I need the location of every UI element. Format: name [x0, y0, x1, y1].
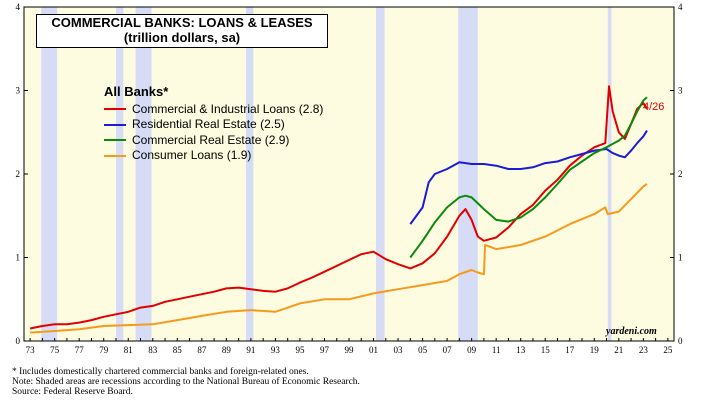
brand-watermark: yardeni.com — [606, 326, 657, 337]
x-tick-label: 73 — [26, 345, 36, 355]
x-tick-label: 17 — [565, 345, 575, 355]
legend-swatch — [104, 154, 126, 157]
y-tick-label: 4 — [16, 2, 21, 12]
x-tick-label: 75 — [50, 345, 60, 355]
series-line — [409, 130, 648, 225]
x-tick-label: 19 — [590, 345, 600, 355]
y-tick-label: 2 — [16, 169, 21, 179]
chart-subtitle: (trillion dollars, sa) — [123, 30, 241, 45]
x-tick-label: 01 — [369, 345, 378, 355]
x-tick-label: 87 — [197, 345, 207, 355]
footnote-line: Note: Shaded areas are recessions accord… — [12, 377, 360, 387]
legend-item-ci: Commercial & Industrial Loans (2.8) — [104, 102, 323, 118]
x-axis: 73 75 77 79 81 83 85 87 89 91 93 95 97 99 01 03 05 07 09 11… — [26, 338, 673, 355]
x-tick-label: 85 — [173, 345, 183, 355]
x-tick-label: 99 — [345, 345, 355, 355]
x-tick-label: 13 — [516, 345, 526, 355]
x-tick-label: 23 — [639, 345, 649, 355]
recession-band — [607, 7, 612, 341]
x-tick-label: 89 — [222, 345, 232, 355]
recession-band — [41, 7, 58, 341]
y-tick-label: 2 — [678, 169, 683, 179]
date-annotation: 4/26 — [643, 101, 665, 113]
footnote-line: Source: Federal Reserve Board. — [12, 387, 133, 397]
recession-band — [245, 7, 254, 341]
recession-bands — [41, 7, 612, 341]
x-tick-label: 77 — [75, 345, 85, 355]
x-tick-label: 07 — [443, 345, 453, 355]
x-tick-label: 25 — [663, 345, 673, 355]
legend-item-residential: Residential Real Estate (2.5) — [104, 117, 323, 133]
x-tick-label: 11 — [492, 345, 501, 355]
legend: All Banks* Commercial & Industrial Loans… — [104, 84, 323, 164]
x-tick-label: 91 — [246, 345, 255, 355]
x-tick-label: 09 — [467, 345, 477, 355]
recession-band — [115, 7, 124, 341]
recession-band — [135, 7, 152, 341]
x-tick-label: 03 — [394, 345, 404, 355]
legend-item-consumer: Consumer Loans (1.9) — [104, 148, 323, 164]
x-tick-label: 97 — [320, 345, 330, 355]
x-tick-label: 21 — [614, 345, 623, 355]
legend-item-commercial-re: Commercial Real Estate (2.9) — [104, 133, 323, 149]
y-tick-label: 0 — [678, 336, 683, 346]
legend-swatch — [104, 139, 126, 142]
legend-label: Commercial Real Estate (2.9) — [132, 132, 290, 147]
x-tick-label: 81 — [124, 345, 133, 355]
recession-band — [375, 7, 385, 341]
legend-header: All Banks* — [104, 84, 169, 99]
y-tick-label: 1 — [678, 253, 683, 263]
legend-label: Commercial & Industrial Loans (2.8) — [132, 101, 324, 116]
title-box: COMMERCIAL BANKS: LOANS & LEASES (trilli… — [36, 14, 328, 48]
legend-swatch — [104, 108, 126, 111]
series-line — [409, 96, 648, 259]
x-tick-label: 95 — [295, 345, 305, 355]
y-tick-label: 4 — [678, 2, 683, 12]
legend-swatch — [104, 123, 126, 126]
y-tick-label: 3 — [16, 86, 21, 96]
x-tick-label: 93 — [271, 345, 281, 355]
recession-band — [458, 7, 478, 341]
footnote-line: * Includes domestically chartered commer… — [12, 367, 309, 377]
legend-label: Residential Real Estate (2.5) — [132, 117, 285, 131]
x-tick-label: 79 — [99, 345, 109, 355]
footnotes: * Includes domestically chartered commer… — [12, 367, 360, 397]
y-tick-label: 0 — [16, 336, 21, 346]
x-tick-label: 83 — [148, 345, 158, 355]
series-lines — [29, 85, 648, 334]
series-line — [30, 183, 648, 334]
y-tick-label: 1 — [16, 253, 21, 263]
y-tick-label: 3 — [678, 86, 683, 96]
chart-title: COMMERCIAL BANKS: LOANS & LEASES — [51, 15, 313, 30]
legend-label: Consumer Loans (1.9) — [132, 148, 252, 162]
y-axis: 0 0 1 1 2 2 3 3 4 4 — [16, 2, 684, 346]
x-tick-label: 05 — [418, 345, 428, 355]
x-tick-label: 15 — [541, 345, 551, 355]
